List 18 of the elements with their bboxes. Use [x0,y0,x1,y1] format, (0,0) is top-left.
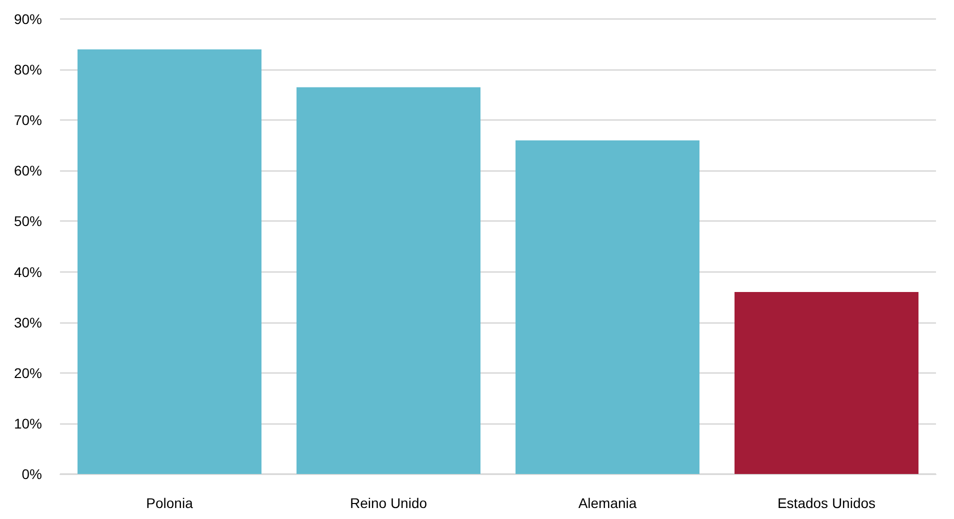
y-tick-label: 30% [14,314,42,330]
y-tick-label: 60% [14,162,42,179]
y-tick-label: 80% [14,62,42,78]
y-tick-label: 0% [22,466,42,482]
bar [78,49,262,474]
y-tick-label: 40% [14,264,42,280]
bar [516,140,700,474]
y-tick-label: 90% [14,11,42,27]
x-tick-label: Estados Unidos [777,495,876,511]
x-tick-label: Alemania [578,495,637,511]
bar [296,87,480,474]
y-tick-label: 10% [14,415,42,432]
y-tick-label: 70% [14,112,42,128]
bar [734,292,918,474]
y-tick-label: 20% [14,364,42,381]
x-tick-label: Reino Unido [350,495,428,511]
y-tick-label: 50% [14,213,42,230]
x-tick-label: Polonia [146,495,194,511]
